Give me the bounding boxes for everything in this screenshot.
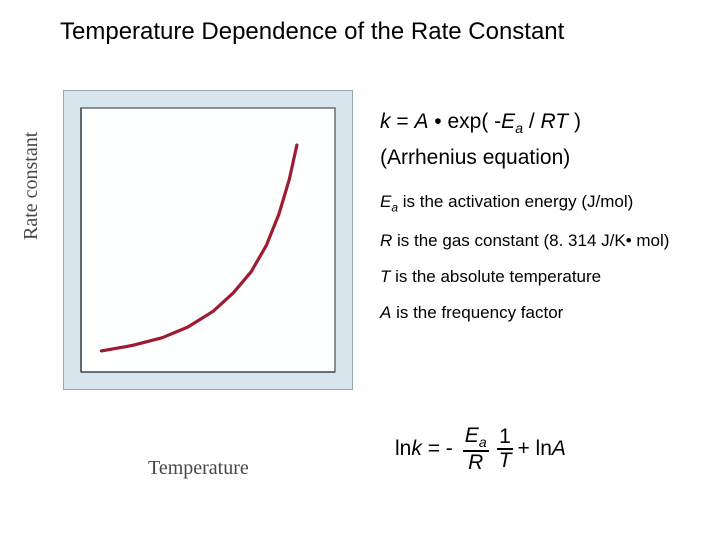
frac-den-t: T	[497, 450, 514, 472]
plus-ln: + ln	[517, 437, 551, 460]
fraction-1-t: 1 T	[497, 426, 514, 472]
equations-column: k = A • exp( -Ea / RT ) (Arrhenius equat…	[380, 110, 710, 339]
def-t: T is the absolute temperature	[380, 267, 710, 287]
exp-open: exp( -	[447, 110, 501, 133]
var-k-linear: k	[411, 437, 422, 460]
close-paren: )	[568, 110, 581, 133]
eq-neg: = -	[422, 437, 453, 460]
frac-num-1: 1	[497, 426, 513, 450]
frac-a: a	[479, 434, 487, 450]
sym-E: E	[380, 192, 391, 211]
ln-text: ln	[395, 437, 411, 460]
arrhenius-chart: Rate constant Temperature	[28, 90, 358, 450]
chart-svg	[63, 90, 353, 390]
plot-box	[63, 90, 353, 390]
def-a: A is the frequency factor	[380, 303, 710, 323]
equation-name: (Arrhenius equation)	[380, 146, 710, 170]
page-title: Temperature Dependence of the Rate Const…	[60, 18, 564, 46]
var-k: k	[380, 110, 391, 133]
frac-num-ea: Ea	[463, 425, 489, 452]
var-E: E	[501, 110, 515, 133]
y-axis-label: Rate constant	[20, 132, 43, 240]
x-axis-label: Temperature	[148, 457, 249, 480]
fraction-ea-r: Ea R	[463, 425, 489, 474]
def-t-text: is the absolute temperature	[390, 267, 601, 286]
definitions-list: Ea is the activation energy (J/mol) R is…	[380, 192, 710, 322]
def-a-text: is the frequency factor	[391, 303, 563, 322]
frac-E: E	[465, 424, 479, 447]
var-A-linear: A	[552, 437, 566, 460]
var-R: R	[541, 110, 556, 133]
var-T: T	[555, 110, 568, 133]
arrhenius-equation: k = A • exp( -Ea / RT )	[380, 110, 710, 136]
slash: /	[523, 110, 541, 133]
sym-T: T	[380, 267, 390, 286]
var-A: A	[414, 110, 428, 133]
sym-R: R	[380, 231, 392, 250]
equals: =	[391, 110, 415, 133]
lnk-lhs: lnk = -	[395, 437, 453, 461]
frac-den-r: R	[466, 452, 485, 474]
plus-lnA: + lnA	[517, 437, 565, 461]
sym-A: A	[380, 303, 391, 322]
linear-form-equation: lnk = - Ea R 1 T + lnA	[395, 425, 566, 474]
def-r-text: is the gas constant (8. 314 J/K• mol)	[392, 231, 669, 250]
def-r: R is the gas constant (8. 314 J/K• mol)	[380, 231, 710, 251]
def-ea-text: is the activation energy (J/mol)	[398, 192, 633, 211]
dot-operator: •	[428, 110, 447, 133]
def-ea: Ea is the activation energy (J/mol)	[380, 192, 710, 214]
sub-a: a	[515, 120, 523, 136]
